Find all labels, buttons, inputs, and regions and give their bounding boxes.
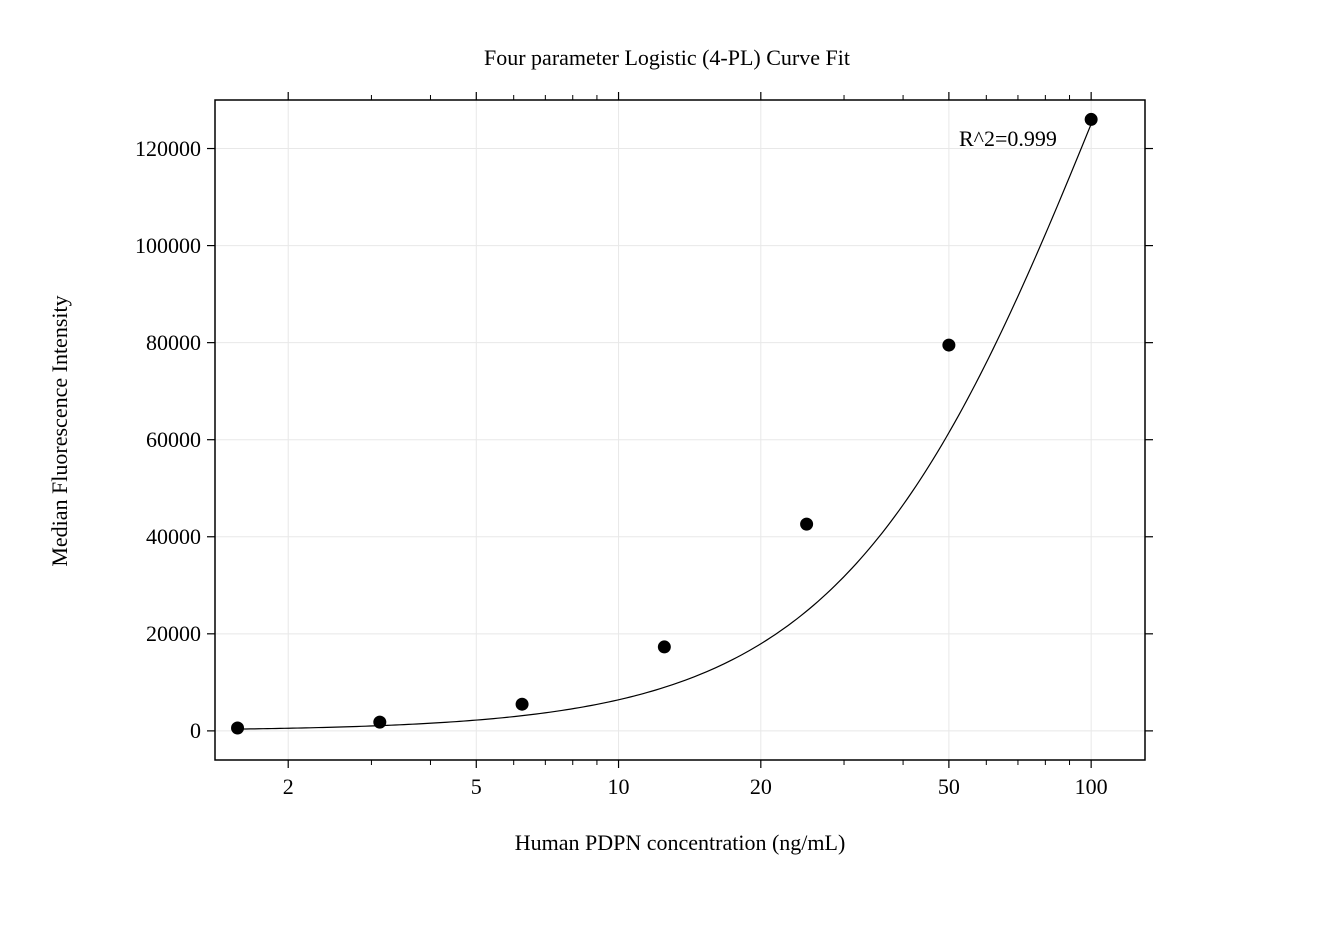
x-tick-label: 10	[579, 774, 659, 800]
y-tick-label: 80000	[81, 330, 201, 356]
x-tick-label: 100	[1051, 774, 1131, 800]
chart-container: Four parameter Logistic (4-PL) Curve Fit…	[0, 0, 1334, 927]
x-tick-label: 2	[248, 774, 328, 800]
x-tick-label: 20	[721, 774, 801, 800]
y-tick-label: 40000	[81, 524, 201, 550]
y-tick-label: 20000	[81, 621, 201, 647]
y-tick-label: 100000	[81, 233, 201, 259]
x-tick-label: 5	[436, 774, 516, 800]
y-tick-label: 60000	[81, 427, 201, 453]
y-tick-label: 120000	[81, 136, 201, 162]
x-tick-label: 50	[909, 774, 989, 800]
y-tick-label: 0	[81, 718, 201, 744]
